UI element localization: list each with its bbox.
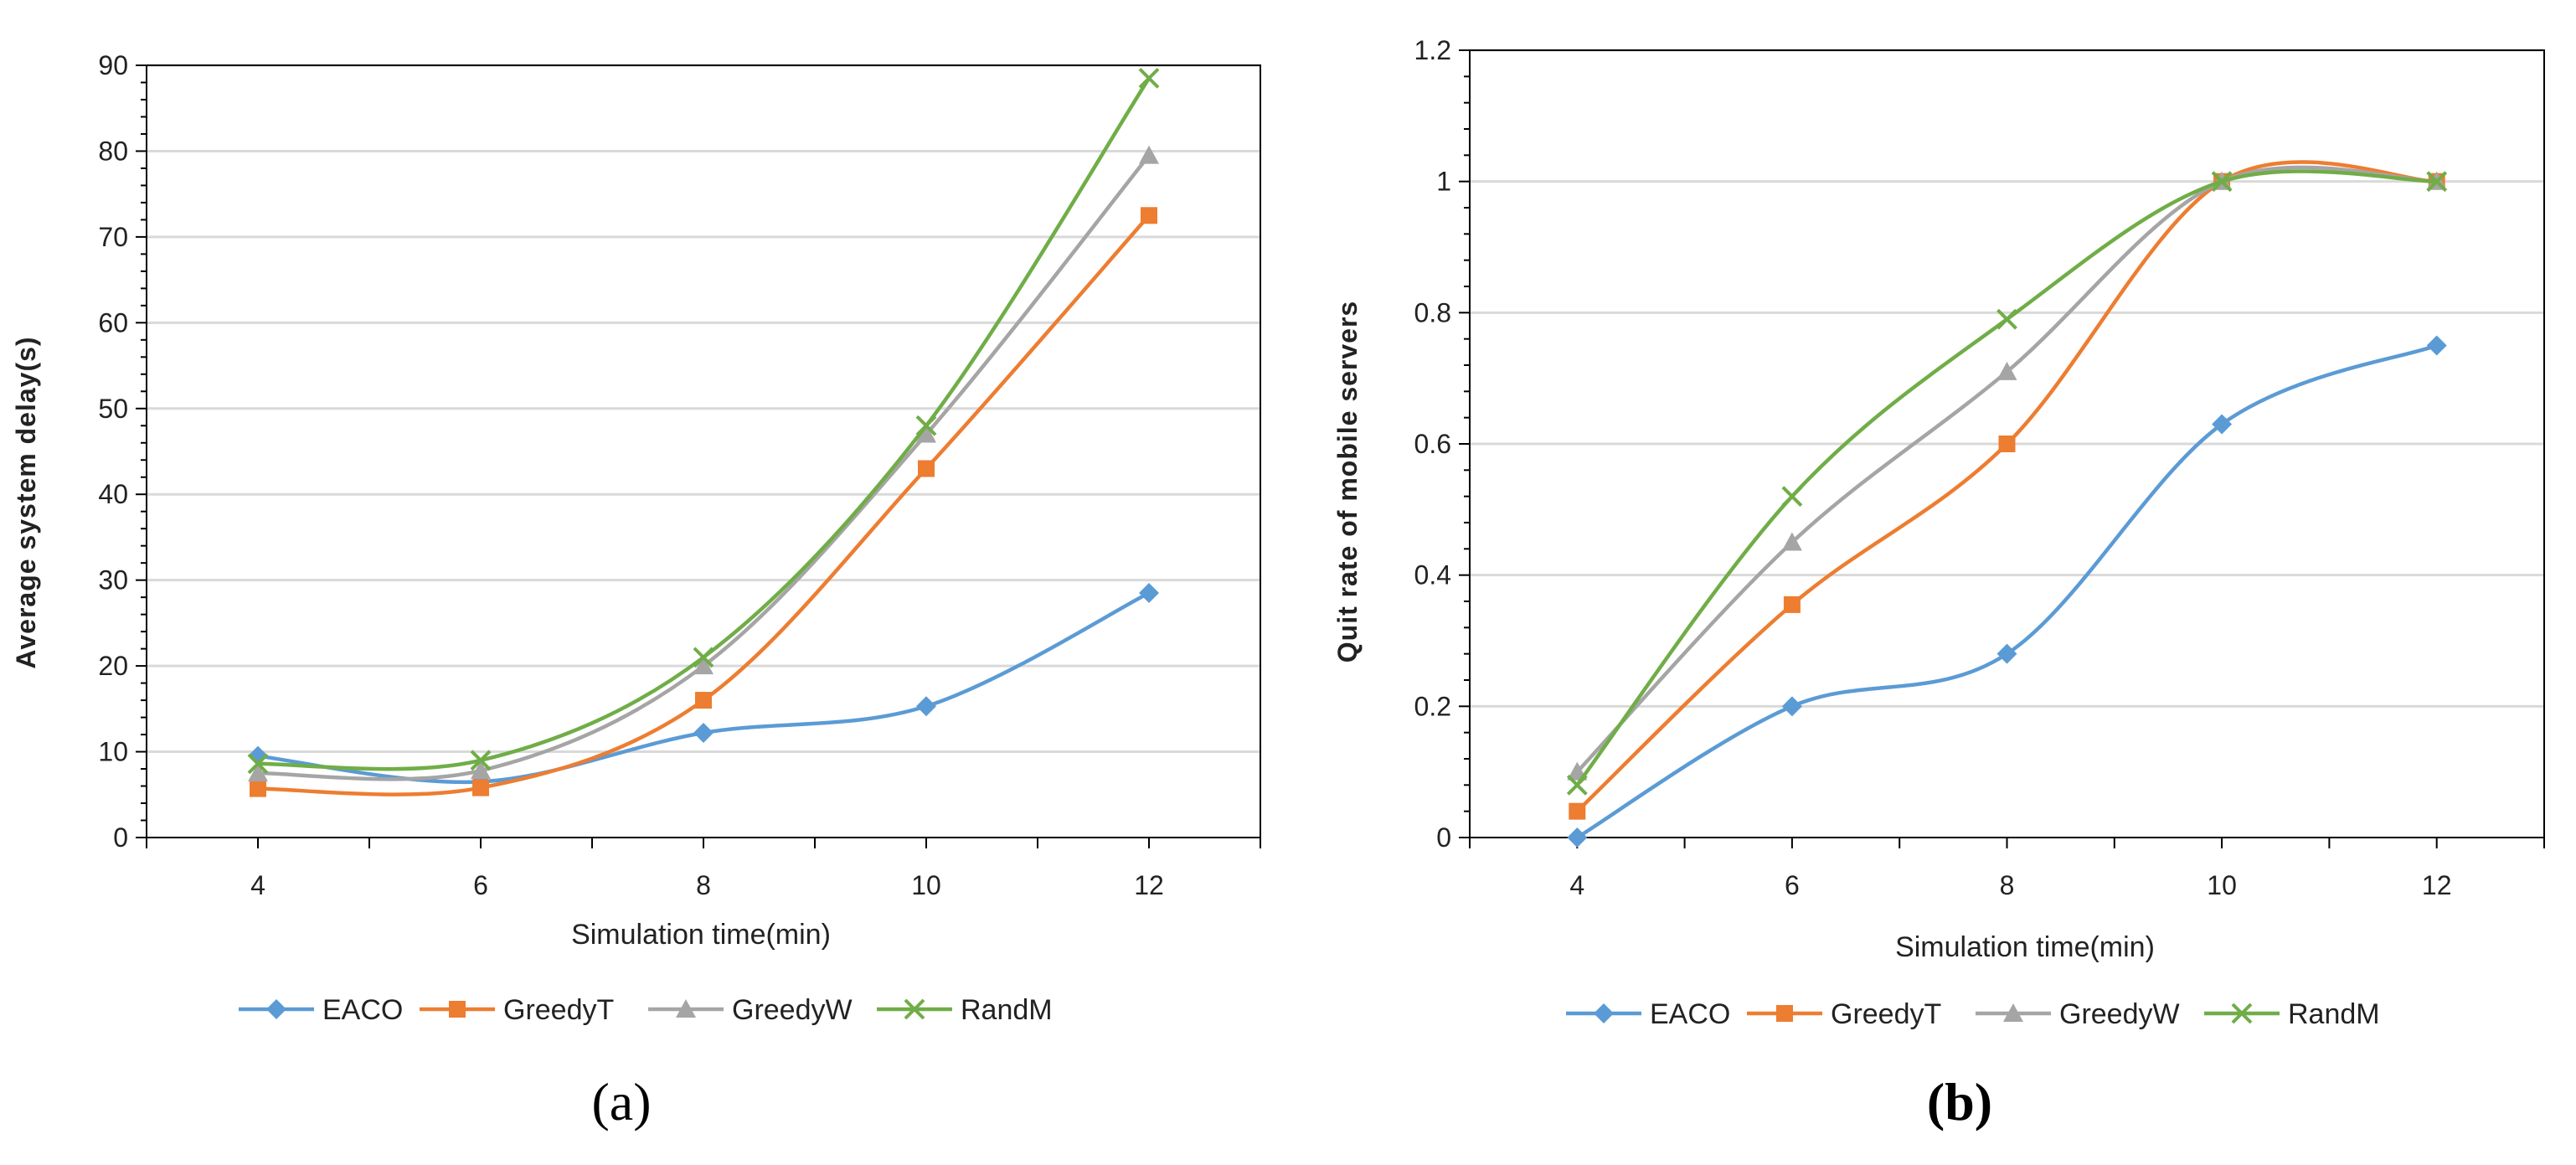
chart-a-legend-marker-greedyw xyxy=(676,999,696,1018)
chart-a-point-greedyw xyxy=(248,763,268,782)
chart-a-x-tick-label: 8 xyxy=(696,870,711,900)
chart-b-legend-label-greedyt: GreedyT xyxy=(1831,998,1941,1030)
chart-b-point-eaco xyxy=(1781,696,1802,717)
chart-a-y-tick-label: 90 xyxy=(98,50,128,80)
chart-a-point-greedyt xyxy=(1141,207,1157,224)
chart-b-xlabel: Simulation time(min) xyxy=(1895,931,2155,963)
panel-b-label: (b) xyxy=(1927,1072,1992,1131)
chart-a-x-tick-label: 12 xyxy=(1134,870,1164,900)
chart-a-x-tick-label: 10 xyxy=(911,870,941,900)
chart-b-point-eaco xyxy=(1567,827,1588,848)
chart-b-x-tick-label: 6 xyxy=(1785,870,1800,900)
chart-a-point-eaco xyxy=(1139,583,1159,604)
chart-b-ylabel: Quit rate of mobile servers xyxy=(1332,301,1363,662)
chart-a-y-tick-label: 0 xyxy=(113,822,128,853)
chart-a-xlabel: Simulation time(min) xyxy=(571,919,831,951)
chart-a-point-randm xyxy=(693,647,714,668)
chart-a-point-greedyt xyxy=(918,460,935,477)
chart-b-legend-marker-randm xyxy=(2231,1003,2253,1024)
chart-a-ylabel: Average system delay(s) xyxy=(11,336,41,668)
chart-a-series-line-greedyt xyxy=(255,214,1151,796)
chart-b-series-line-randm xyxy=(1575,169,2439,787)
chart-a-point-randm xyxy=(470,750,492,771)
chart-b-y-tick-label: 0.8 xyxy=(1414,297,1451,327)
chart-a-y-tick-label: 70 xyxy=(98,222,128,252)
chart-b-legend-marker-greedyt xyxy=(1776,1005,1793,1022)
chart-b-point-greedyw xyxy=(1781,532,1802,551)
chart-b-x-tick-label: 8 xyxy=(2000,870,2015,900)
panel-a-label: (a) xyxy=(591,1072,651,1131)
chart-a-legend-label-greedyt: GreedyT xyxy=(503,994,614,1026)
chart-b-y-tick-label: 0 xyxy=(1436,822,1451,853)
chart-a-point-randm xyxy=(1138,67,1160,89)
chart-b-point-greedyt xyxy=(1569,802,1586,820)
chart-b-point-randm xyxy=(1996,308,2017,330)
chart-a-legend-marker-randm xyxy=(904,998,925,1020)
chart-a-series-line-eaco xyxy=(255,590,1151,785)
chart-b-point-randm xyxy=(1781,486,1803,508)
chart-b-series-line-greedyw xyxy=(1575,165,2439,774)
chart-a-y-tick-label: 30 xyxy=(98,565,128,595)
chart-a-x-tick-label: 4 xyxy=(250,870,265,900)
chart-b-point-eaco xyxy=(2426,335,2447,356)
chart-a-y-tick-label: 10 xyxy=(98,737,128,767)
chart-b-y-tick-label: 0.6 xyxy=(1414,429,1451,459)
chart-a-point-randm xyxy=(247,753,269,775)
chart-a-legend-marker-greedyt xyxy=(449,1001,466,1018)
chart-a-series-line-randm xyxy=(255,76,1151,771)
chart-b-point-greedyw xyxy=(1996,361,2017,380)
chart-a-x-tick-label: 6 xyxy=(473,870,488,900)
chart-b-y-tick-label: 0.2 xyxy=(1414,691,1451,721)
chart-b-x-tick-label: 10 xyxy=(2207,870,2237,900)
chart-b-point-randm xyxy=(2426,171,2448,193)
chart-a-y-tick-label: 80 xyxy=(98,136,128,166)
chart-b-y-tick-label: 0.4 xyxy=(1414,560,1451,590)
chart-a-legend-label-randm: RandM xyxy=(961,994,1053,1026)
chart-b-x-tick-label: 4 xyxy=(1569,870,1584,900)
chart-a-series-line-greedyw xyxy=(255,153,1151,781)
chart-a-point-greedyw xyxy=(471,760,491,780)
chart-a-point-greedyt xyxy=(472,779,489,796)
chart-b-y-tick-label: 1 xyxy=(1436,167,1451,197)
chart-b-series-line-eaco xyxy=(1575,343,2439,840)
chart-a-point-greedyw xyxy=(916,424,936,443)
chart-a-point-greedyt xyxy=(695,692,712,709)
chart-b-point-eaco xyxy=(1996,643,2017,664)
chart-b-legend-marker-eaco xyxy=(1594,1003,1614,1023)
chart-a-y-tick-label: 20 xyxy=(98,651,128,681)
chart-b-legend-label-eaco: EACO xyxy=(1650,998,1730,1030)
chart-b-point-eaco xyxy=(2212,414,2233,435)
chart-a-y-tick-label: 40 xyxy=(98,479,128,509)
chart-b-legend-label-greedyw: GreedyW xyxy=(2059,998,2180,1030)
chart-a-point-greedyw xyxy=(693,656,714,675)
chart-b-point-randm xyxy=(1566,774,1588,796)
chart-b-legend-label-randm: RandM xyxy=(2288,998,2380,1030)
chart-a-legend-marker-eaco xyxy=(266,999,286,1019)
chart-a-point-greedyt xyxy=(250,780,266,797)
chart-b-y-tick-label: 1.2 xyxy=(1414,35,1451,65)
chart-a-legend-label-greedyw: GreedyW xyxy=(732,994,853,1026)
chart-b-point-randm xyxy=(2211,171,2233,193)
chart-b-series-line-greedyt xyxy=(1575,160,2439,813)
chart-a-point-randm xyxy=(915,415,937,436)
chart-a-y-tick-label: 60 xyxy=(98,307,128,338)
chart-a-y-tick-label: 50 xyxy=(98,394,128,424)
chart-a-point-greedyw xyxy=(1139,145,1159,164)
chart-a-frame xyxy=(146,64,1261,838)
chart-b-legend-marker-greedyw xyxy=(2003,1003,2023,1022)
chart-b: Simulation time(min) Quit rate of mobile… xyxy=(1332,35,2545,1131)
chart-a-point-eaco xyxy=(693,723,714,744)
chart-a-point-eaco xyxy=(916,696,936,717)
chart-a-legend-label-eaco: EACO xyxy=(322,994,403,1026)
chart-a: Simulation time(min) Average system dela… xyxy=(11,50,1261,1131)
chart-b-point-greedyt xyxy=(1783,595,1801,613)
chart-b-point-greedyt xyxy=(1998,436,2016,452)
chart-b-x-tick-label: 12 xyxy=(2422,870,2452,900)
